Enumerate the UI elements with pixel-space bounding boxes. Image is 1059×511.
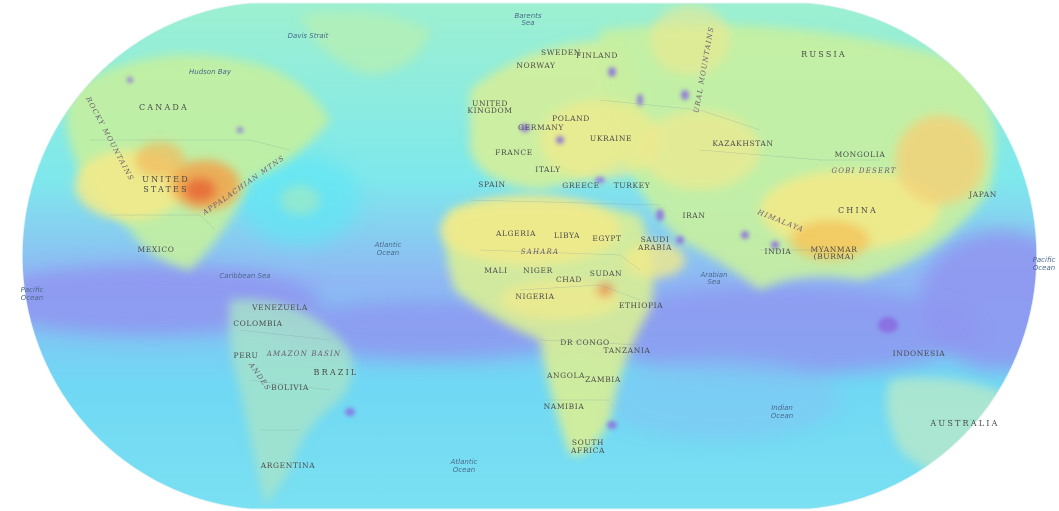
label-pacific-e-1: Pacific <box>1033 256 1056 264</box>
label-indonesia: INDONESIA <box>893 349 946 358</box>
label-finland: FINLAND <box>576 51 618 60</box>
label-saudi-2: ARABIA <box>637 243 672 252</box>
label-algeria: ALGERIA <box>495 229 536 238</box>
label-sweden: SWEDEN <box>541 48 581 57</box>
label-libya: LIBYA <box>554 231 580 240</box>
label-south-africa-2: AFRICA <box>570 446 605 455</box>
label-pacific-w-1: Pacific <box>21 286 44 294</box>
label-iran: IRAN <box>683 211 706 220</box>
label-brazil: BRAZIL <box>314 368 359 377</box>
label-south-africa-1: SOUTH <box>572 438 604 447</box>
label-ukraine: UKRAINE <box>590 134 632 143</box>
label-norway: NORWAY <box>516 61 556 70</box>
label-united-states-1: UNITED <box>142 175 190 184</box>
label-saudi-1: SAUDI <box>641 235 670 244</box>
label-atlantic-n-2: Ocean <box>377 249 399 257</box>
label-barents-1: Barents <box>514 12 541 20</box>
label-davis-strait: Davis Strait <box>288 32 329 40</box>
label-greece: GREECE <box>562 181 599 190</box>
label-japan: JAPAN <box>968 190 997 199</box>
label-australia: AUSTRALIA <box>929 419 999 428</box>
label-nigeria: NIGERIA <box>515 292 554 301</box>
label-kazakhstan: KAZAKHSTAN <box>712 139 773 148</box>
label-dr-congo: DR CONGO <box>560 338 609 347</box>
label-atlantic-n-1: Atlantic <box>374 241 402 249</box>
label-argentina: ARGENTINA <box>260 461 315 470</box>
low-speckles <box>127 67 898 429</box>
label-mali: MALI <box>484 266 507 275</box>
label-amazon: AMAZON BASIN <box>266 350 342 358</box>
label-niger: NIGER <box>523 266 553 275</box>
label-egypt: EGYPT <box>592 234 621 243</box>
label-mongolia: MONGOLIA <box>835 150 886 159</box>
label-sudan: SUDAN <box>590 269 622 278</box>
label-indian-1: Indian <box>771 404 793 412</box>
label-namibia: NAMIBIA <box>544 402 585 411</box>
label-hudson-bay: Hudson Bay <box>189 68 232 76</box>
label-arabian-1: Arabian <box>699 271 727 279</box>
label-caribbean: Caribbean Sea <box>219 272 270 280</box>
label-peru: PERU <box>234 351 259 360</box>
label-bolivia: BOLIVIA <box>271 383 309 392</box>
label-turkey: TURKEY <box>614 181 651 190</box>
label-barents-2: Sea <box>521 19 534 27</box>
label-sahara: SAHARA <box>521 248 560 256</box>
borders <box>90 99 1000 431</box>
label-canada: CANADA <box>139 103 189 112</box>
label-venezuela: VENEZUELA <box>251 303 308 312</box>
label-atlantic-s-1: Atlantic <box>450 458 478 466</box>
label-gobi: GOBI DESERT <box>831 167 896 175</box>
label-france: FRANCE <box>495 148 533 157</box>
label-india: INDIA <box>765 247 792 256</box>
label-china: CHINA <box>838 206 878 215</box>
label-myanmar-2: (BURMA) <box>814 252 855 261</box>
label-pacific-w-2: Ocean <box>21 294 43 302</box>
label-germany: GERMANY <box>518 123 564 132</box>
label-united-kingdom-2: KINGDOM <box>467 106 512 115</box>
label-zambia: ZAMBIA <box>585 375 621 384</box>
label-tanzania: TANZANIA <box>604 346 651 355</box>
label-russia: RUSSIA <box>801 50 847 59</box>
label-united-states-2: STATES <box>143 185 189 194</box>
label-indian-2: Ocean <box>771 412 793 420</box>
label-angola: ANGOLA <box>546 371 585 380</box>
label-arabian-2: Sea <box>707 278 720 286</box>
label-colombia: COLOMBIA <box>233 319 282 328</box>
label-atlantic-s-2: Ocean <box>453 466 475 474</box>
label-mexico: MEXICO <box>138 245 175 254</box>
label-united-kingdom-1: UNITED <box>472 99 508 108</box>
label-chad: CHAD <box>556 275 582 284</box>
label-italy: ITALY <box>535 165 561 174</box>
label-spain: SPAIN <box>478 180 505 189</box>
label-pacific-e-2: Ocean <box>1033 264 1055 272</box>
label-poland: POLAND <box>552 114 590 123</box>
label-ethiopia: ETHIOPIA <box>619 301 663 310</box>
map-outline <box>21 2 1038 510</box>
label-myanmar-1: MYANMAR <box>811 245 858 254</box>
